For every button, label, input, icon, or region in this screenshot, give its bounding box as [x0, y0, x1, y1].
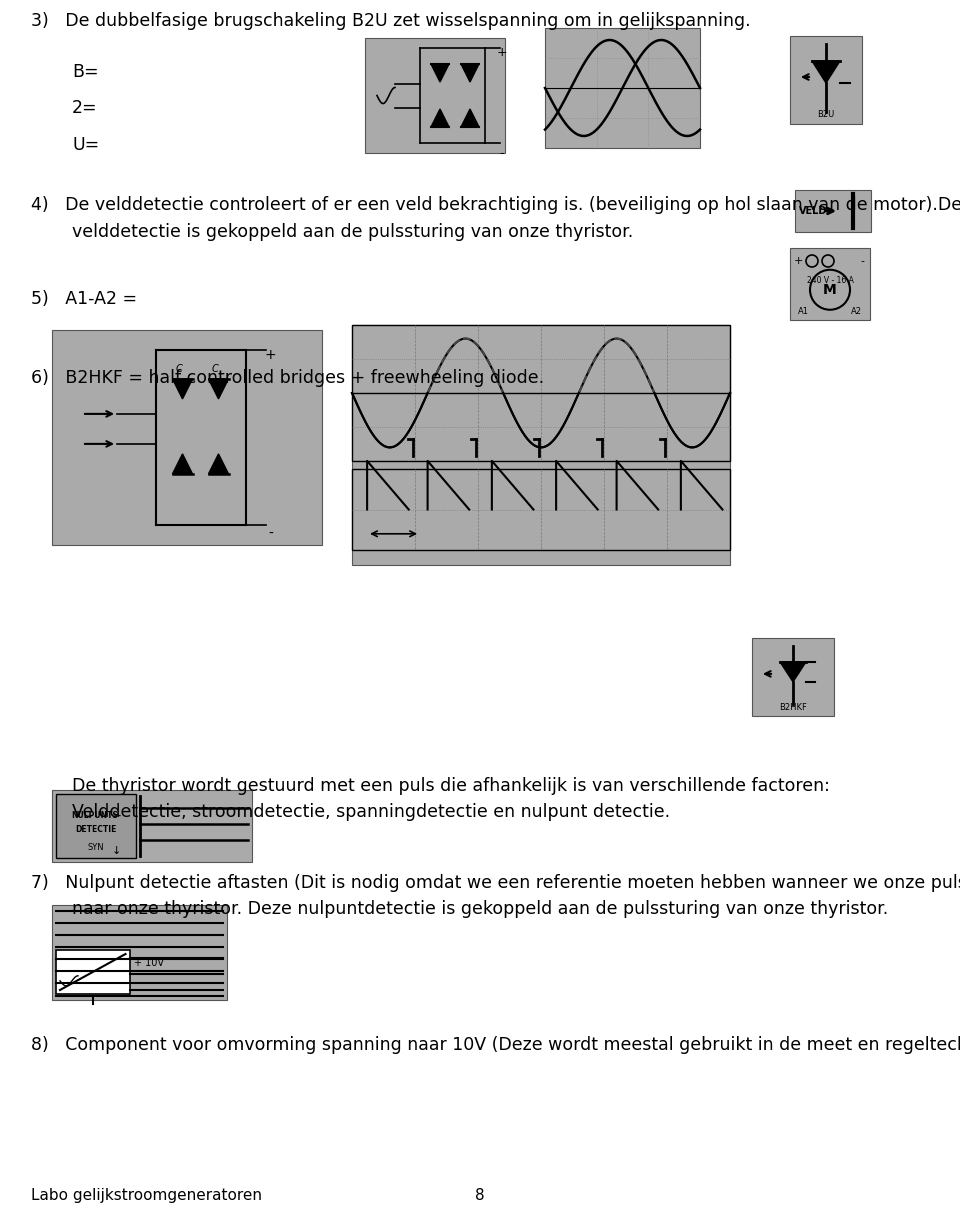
- Text: 6)   B2HKF = half controlled bridges + freewheeling diode.: 6) B2HKF = half controlled bridges + fre…: [31, 369, 544, 387]
- Text: B2U: B2U: [817, 110, 834, 119]
- Bar: [545, 28, 700, 148]
- Bar: [752, 638, 834, 716]
- Text: Labo gelijkstroomgeneratoren: Labo gelijkstroomgeneratoren: [31, 1188, 262, 1203]
- Polygon shape: [208, 454, 228, 474]
- Text: naar onze thyristor. Deze nulpuntdetectie is gekoppeld aan de pulssturing van on: naar onze thyristor. Deze nulpuntdetecti…: [72, 900, 888, 918]
- Text: B=: B=: [72, 63, 99, 81]
- Text: 4)   De velddetectie controleert of er een veld bekrachtiging is. (beveiliging o: 4) De velddetectie controleert of er een…: [31, 196, 960, 214]
- Text: +: +: [496, 46, 507, 59]
- Bar: [52, 790, 252, 862]
- Text: +: +: [793, 257, 803, 266]
- Text: C: C: [175, 364, 181, 374]
- Text: 240 V - 16 A: 240 V - 16 A: [806, 276, 853, 286]
- Polygon shape: [431, 109, 449, 127]
- Bar: [52, 905, 227, 999]
- Text: A2: A2: [851, 307, 862, 316]
- Polygon shape: [208, 379, 228, 399]
- Polygon shape: [461, 64, 479, 82]
- Text: SYN: SYN: [87, 843, 105, 852]
- Polygon shape: [173, 379, 193, 399]
- Bar: [790, 36, 862, 123]
- Text: U=: U=: [72, 136, 99, 154]
- Text: B2HKF: B2HKF: [780, 703, 807, 711]
- Bar: [352, 325, 730, 461]
- Text: velddetectie is gekoppeld aan de pulssturing van onze thyristor.: velddetectie is gekoppeld aan de pulsstu…: [72, 223, 634, 241]
- Bar: [352, 469, 730, 551]
- Text: 5)   A1-A2 =: 5) A1-A2 =: [31, 290, 137, 309]
- Bar: [790, 248, 870, 319]
- Text: 8: 8: [475, 1188, 485, 1203]
- Bar: [56, 794, 136, 858]
- Polygon shape: [812, 60, 840, 83]
- Text: VELD: VELD: [799, 206, 828, 217]
- Text: -: -: [268, 528, 273, 541]
- Bar: [795, 190, 871, 232]
- Text: A1: A1: [798, 307, 809, 316]
- Bar: [365, 38, 505, 152]
- Bar: [56, 950, 130, 993]
- Text: 2=: 2=: [72, 99, 98, 117]
- Text: 3)   De dubbelfasige brugschakeling B2U zet wisselspanning om in gelijkspanning.: 3) De dubbelfasige brugschakeling B2U ze…: [31, 12, 751, 30]
- Polygon shape: [173, 454, 193, 474]
- Bar: [352, 325, 730, 565]
- Text: ↓: ↓: [111, 846, 121, 855]
- Text: 7)   Nulpunt detectie aftasten (Dit is nodig omdat we een referentie moeten hebb: 7) Nulpunt detectie aftasten (Dit is nod…: [31, 874, 960, 892]
- Polygon shape: [431, 64, 449, 82]
- Text: -: -: [860, 257, 864, 266]
- Text: C: C: [211, 364, 218, 374]
- Text: +: +: [265, 348, 276, 362]
- Text: NULPUNTS-: NULPUNTS-: [71, 811, 121, 819]
- Text: 8)   Component voor omvorming spanning naar 10V (Deze wordt meestal gebruikt in : 8) Component voor omvorming spanning naa…: [31, 1036, 960, 1054]
- Text: De thyristor wordt gestuurd met een puls die afhankelijk is van verschillende fa: De thyristor wordt gestuurd met een puls…: [72, 777, 829, 795]
- Text: DETECTIE: DETECTIE: [75, 825, 117, 834]
- Text: M: M: [823, 283, 837, 296]
- Text: Velddetectie, stroomdetectie, spanningdetectie en nulpunt detectie.: Velddetectie, stroomdetectie, spanningde…: [72, 803, 670, 822]
- Text: + 10V: + 10V: [134, 958, 164, 968]
- Bar: [52, 330, 322, 544]
- Text: -: -: [500, 146, 504, 160]
- Polygon shape: [461, 109, 479, 127]
- Polygon shape: [780, 662, 806, 682]
